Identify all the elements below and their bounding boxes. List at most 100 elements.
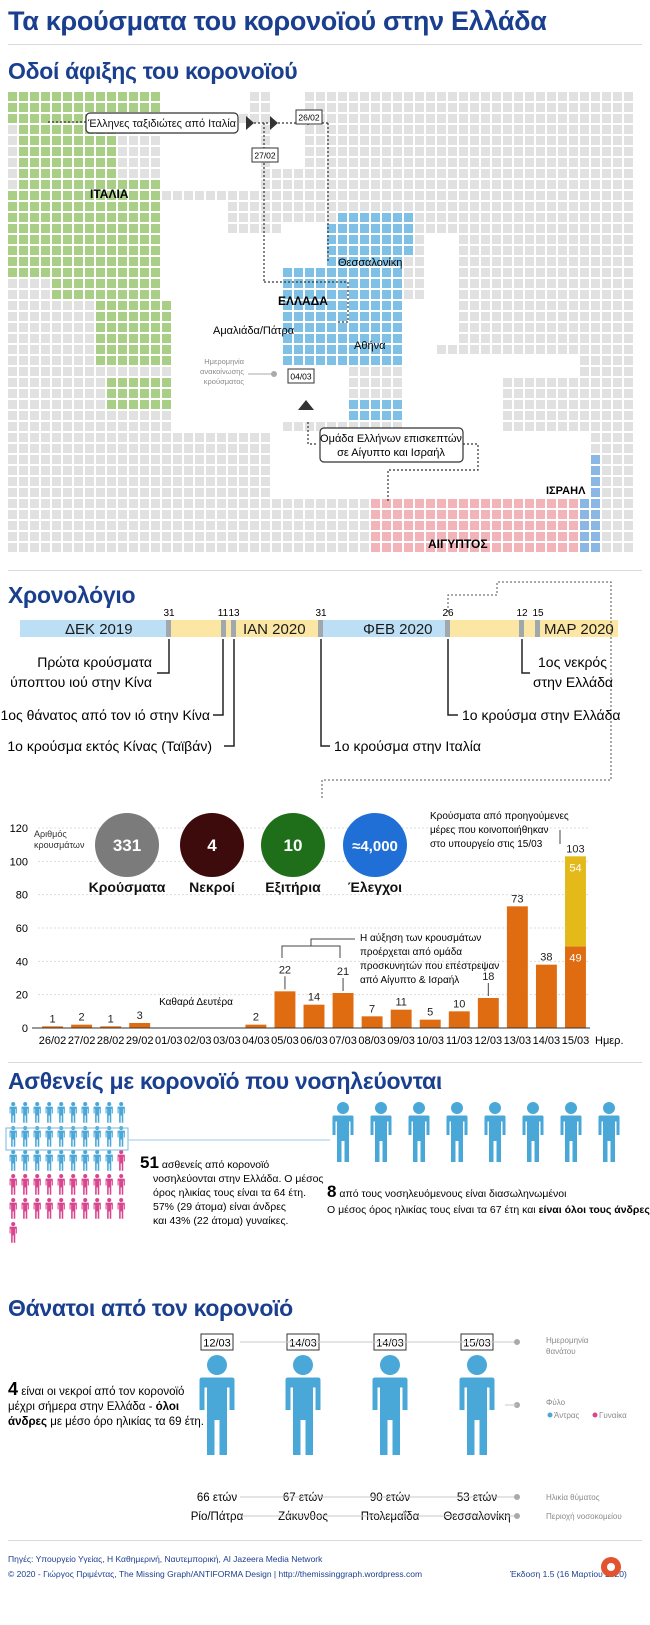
bar-value-label: 73 (511, 893, 523, 905)
timeline-title: Χρονολόγιο (8, 582, 136, 608)
stat-label: Νεκροί (189, 879, 235, 895)
patient-icon (117, 1198, 125, 1219)
intubated-patient-icon (332, 1102, 354, 1162)
patient-icon (9, 1126, 17, 1147)
month-mar: ΜΑΡ 2020 (544, 621, 614, 638)
patient-icon (93, 1198, 101, 1219)
patient-icon (81, 1174, 89, 1195)
bar-value-label: 11 (395, 997, 406, 1009)
bar (303, 1004, 325, 1028)
bar-value-label: 3 (137, 1010, 143, 1022)
label-greece: ΕΛΛΑΔΑ (278, 294, 328, 308)
x-tick-label: 03/03 (213, 1035, 241, 1047)
victim-age: 67 ετών (283, 1492, 323, 1504)
patient-icon (45, 1174, 53, 1195)
date-box-d1 (295, 109, 323, 125)
bar (71, 1024, 93, 1028)
patient-icon (21, 1150, 29, 1171)
bar-value-label: 18 (482, 971, 494, 983)
intubated-pictogram (332, 1102, 620, 1162)
stat-value: ≈4,000 (352, 838, 398, 855)
patient-icon (21, 1198, 29, 1219)
x-tick-label: 06/03 (300, 1035, 328, 1047)
patient-icon (9, 1174, 17, 1195)
missing-graph-logo-icon (601, 1557, 621, 1577)
intubated-patient-icon (560, 1102, 582, 1162)
tick-31-dec: 31 (163, 608, 175, 619)
patient-icon (93, 1126, 101, 1147)
tick-12: 12 (516, 608, 528, 619)
hospital-count: 51 (140, 1153, 159, 1172)
patient-icon (57, 1174, 65, 1195)
x-tick-label: 14/03 (533, 1035, 561, 1047)
x-tick-label: 08/03 (358, 1035, 386, 1047)
label-athens: Αθήνα (354, 340, 386, 352)
y-tick-label: 120 (10, 823, 28, 835)
stat-circle (95, 813, 159, 877)
legend-date-2: θανάτου (546, 1347, 576, 1356)
victim-icon (285, 1355, 321, 1455)
bar (42, 1026, 63, 1028)
legend-line1: Ημερομηνία (204, 357, 244, 366)
legend-line2: ανακοίνωσης (200, 367, 244, 376)
event-1a: Πρώτα κρούσματα (37, 654, 152, 670)
patient-icon (21, 1126, 29, 1147)
patient-icon (117, 1126, 125, 1147)
deaths-text-3a: άνδρες (8, 1416, 47, 1428)
victim-age: 90 ετών (370, 1492, 410, 1504)
death-date: 14/03 (289, 1338, 317, 1350)
label-thessaloniki: Θεσσαλονίκη (338, 257, 402, 269)
timeline: ΔΕΚ 2019 ΙΑΝ 2020 ΦΕΒ 2020 ΜΑΡ 2020 31 1… (0, 581, 621, 800)
date-d3: 04/03 (290, 372, 312, 382)
route-map: Έλληνες ταξιδιώτες από Ιταλία 26/02 27/0… (8, 92, 633, 552)
intubated-patient-icon (370, 1102, 392, 1162)
date-d1: 26/02 (298, 113, 320, 123)
date-d2: 27/02 (254, 151, 276, 161)
intubated-count: 8 (327, 1182, 336, 1201)
bar-value-label: 2 (253, 1012, 259, 1024)
annotation-previous-2: μέρες που κοινοποιήθηκαν (430, 824, 549, 836)
x-tick-label: 28/02 (97, 1035, 125, 1047)
patient-icon (9, 1150, 17, 1171)
month-jan: ΙΑΝ 2020 (243, 621, 306, 638)
divider (8, 1540, 642, 1541)
tick-31-jan: 31 (315, 608, 327, 619)
intubated-text-2: Ο μέσος όρος ηλικίας τους είναι τα 67 έτ… (327, 1204, 650, 1216)
intubated-patient-icon (598, 1102, 620, 1162)
bar-value-label: 2 (79, 1012, 85, 1024)
bar-previous-days (565, 856, 586, 947)
patient-icon (69, 1198, 77, 1219)
x-tick-label: 11/03 (446, 1035, 473, 1047)
intubated-text-1a: από τους νοσηλευόμενους είναι διασωληνωμ… (336, 1188, 567, 1200)
x-tick-label: 07/03 (329, 1035, 357, 1047)
deaths-text-3b: με μέσο όρο ηλικίας τα 69 έτη. (47, 1416, 204, 1428)
bar (129, 1023, 151, 1028)
patient-icon (57, 1126, 65, 1147)
patient-icon (45, 1102, 53, 1123)
annotation-previous-3: στο υπουργείο στις 15/03 (430, 838, 543, 850)
bar-value-label: 1 (49, 1013, 55, 1025)
patient-icon (105, 1126, 113, 1147)
victim-icon (199, 1355, 235, 1455)
label-amaliada: Αμαλιάδα/Πάτρα (213, 325, 295, 337)
stat-value: 331 (113, 836, 141, 855)
divider (8, 44, 642, 45)
x-tick-label: 13/03 (504, 1035, 532, 1047)
patient-icon (69, 1174, 77, 1195)
route-lines (48, 121, 479, 502)
legend-date-1: Ημερομηνία (546, 1336, 589, 1345)
patient-icon (21, 1174, 29, 1195)
divider (8, 570, 642, 571)
deaths-text-2: μέχρι σήμερα στην Ελλάδα - όλοι (8, 1401, 179, 1413)
stat-value: 10 (284, 836, 303, 855)
y-axis-ticks: 0 20 40 60 80 100 120 (10, 823, 28, 1035)
victim-age: 53 ετών (457, 1492, 497, 1504)
stat-circle (180, 813, 244, 877)
x-tick-label: 26/02 (39, 1035, 67, 1047)
victim-region: Πτολεμαΐδα (361, 1511, 420, 1523)
intubated-patient-icon (408, 1102, 430, 1162)
egypt-callout-box (319, 427, 464, 463)
bar (477, 998, 499, 1028)
patient-icon (33, 1102, 41, 1123)
legend-sex: Φύλο (546, 1398, 566, 1407)
